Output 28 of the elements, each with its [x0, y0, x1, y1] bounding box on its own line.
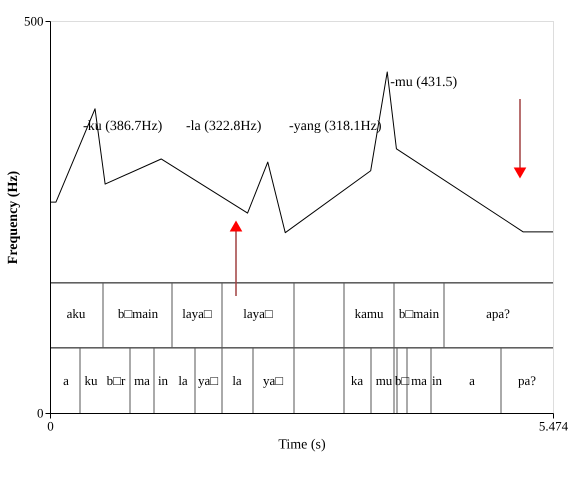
- annotation: a: [63, 373, 70, 388]
- annotation: ma: [411, 373, 428, 388]
- annotation: la: [178, 373, 188, 388]
- annotation: ku: [84, 373, 98, 388]
- x-tick-label: 5.474: [538, 418, 569, 434]
- annotation: apa?: [486, 306, 510, 321]
- annotation: b□main: [118, 306, 159, 321]
- annotation: b□main: [398, 306, 440, 321]
- annotation: kamu: [354, 306, 384, 321]
- annotation: in: [432, 373, 443, 388]
- annotation: b□r: [106, 373, 126, 388]
- annotation: aku: [66, 306, 86, 321]
- annotation: pa?: [518, 373, 536, 388]
- annotation: -la (322.8Hz): [186, 119, 262, 134]
- x-axis-title: Time (s): [278, 438, 326, 452]
- annotation: -mu (431.5): [390, 74, 458, 90]
- annotation: ma: [134, 373, 150, 388]
- annotation: la: [232, 373, 242, 388]
- y-axis-title: Frequency (Hz): [6, 170, 21, 264]
- annotation: ya□: [198, 373, 218, 388]
- annotation: laya□: [182, 306, 212, 321]
- annotation: laya□: [243, 306, 273, 321]
- y-tick-label: 500: [24, 14, 44, 28]
- annotation: ka: [350, 373, 364, 388]
- annotation: ya□: [262, 373, 284, 388]
- annotation: in: [158, 373, 169, 388]
- annotation: mu: [376, 373, 393, 388]
- annotation: a: [469, 373, 476, 388]
